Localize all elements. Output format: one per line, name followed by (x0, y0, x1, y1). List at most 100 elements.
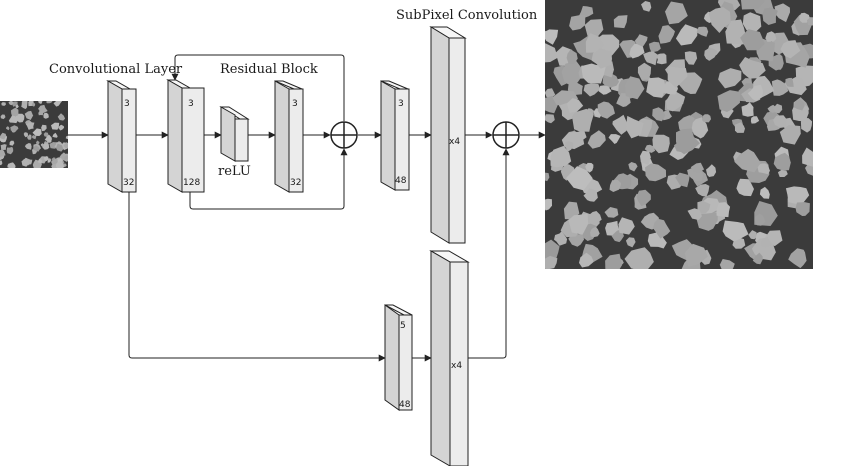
grain (624, 76, 645, 100)
grain (618, 217, 635, 235)
grain (42, 143, 50, 150)
grain (704, 47, 718, 61)
grain (640, 150, 651, 165)
grain (648, 41, 661, 53)
grain (8, 101, 14, 106)
grain (597, 101, 615, 119)
connectors (68, 54, 546, 362)
grain (747, 84, 763, 102)
grain (550, 145, 572, 168)
grain (563, 201, 580, 220)
grain (629, 43, 645, 59)
grain (590, 226, 600, 238)
grain (653, 218, 671, 239)
grain (52, 132, 58, 138)
grain (64, 155, 68, 160)
grain (63, 142, 68, 149)
grain (773, 115, 787, 128)
grain (761, 237, 772, 248)
subpixel-top-scale-label: x4 (449, 137, 460, 147)
grain (15, 113, 25, 123)
grain (690, 162, 705, 174)
grain (696, 26, 709, 37)
subpixel-block-top: x4 (429, 26, 467, 244)
grain (779, 125, 801, 145)
grain (23, 132, 29, 138)
grain (11, 107, 19, 117)
grain (750, 116, 760, 124)
res1-bottom-label: 128 (183, 178, 200, 188)
grain (762, 7, 778, 25)
grain (31, 102, 36, 107)
conv-layer-bottom-label: 32 (123, 178, 134, 188)
grain (774, 3, 790, 23)
grain (583, 188, 598, 202)
grain (717, 90, 741, 112)
grain (773, 103, 783, 114)
grain (741, 102, 754, 117)
grain (44, 156, 49, 162)
grain (734, 122, 745, 133)
grain (604, 207, 619, 218)
skip-bottom-label: 48 (399, 400, 411, 410)
grain (716, 202, 731, 218)
grain (581, 63, 606, 84)
grain (702, 114, 711, 123)
grain (757, 163, 770, 175)
residual-conv-block-2: 3 32 (274, 80, 304, 193)
grain (579, 252, 594, 268)
grain (754, 213, 766, 226)
grain (587, 130, 606, 149)
grain (740, 0, 765, 10)
grain (32, 145, 40, 152)
grain (675, 24, 698, 46)
grain (566, 166, 593, 191)
grain (695, 184, 710, 197)
residual-loop-top (171, 54, 345, 121)
grain (58, 124, 65, 131)
grain (0, 132, 6, 140)
grain (608, 134, 621, 144)
res2-bottom-label: 32 (290, 178, 301, 188)
grain (0, 149, 6, 158)
grain (6, 146, 14, 155)
grain (1, 102, 6, 106)
output-image (545, 0, 813, 269)
grain (675, 172, 690, 188)
grain (21, 101, 28, 108)
grain (7, 162, 13, 168)
grain (759, 186, 770, 199)
grain (718, 68, 742, 89)
grain (43, 112, 49, 119)
grain (38, 101, 43, 104)
grain (65, 135, 68, 140)
grain (658, 25, 675, 44)
grain (773, 152, 791, 171)
grain (545, 29, 559, 45)
grain (637, 62, 652, 80)
grain (734, 148, 761, 173)
grain (742, 12, 762, 32)
grain (27, 134, 32, 140)
grain (800, 117, 813, 133)
grain (8, 114, 19, 124)
grain (696, 208, 718, 231)
grain (799, 12, 810, 23)
grain (6, 126, 10, 131)
grain (652, 134, 670, 154)
grain (625, 237, 636, 248)
grain (626, 115, 644, 139)
grain (740, 29, 765, 51)
conv-layer-block: 3 32 (106, 80, 137, 193)
grain (665, 91, 686, 112)
grain (719, 259, 735, 269)
grain (676, 128, 700, 155)
grain (0, 160, 3, 166)
residual-loop-bottom (189, 148, 348, 210)
grain (605, 253, 622, 269)
grain (41, 124, 47, 132)
grain (645, 163, 667, 182)
post-residual-bottom-label: 48 (395, 176, 407, 186)
long-skip-connection (128, 192, 386, 362)
